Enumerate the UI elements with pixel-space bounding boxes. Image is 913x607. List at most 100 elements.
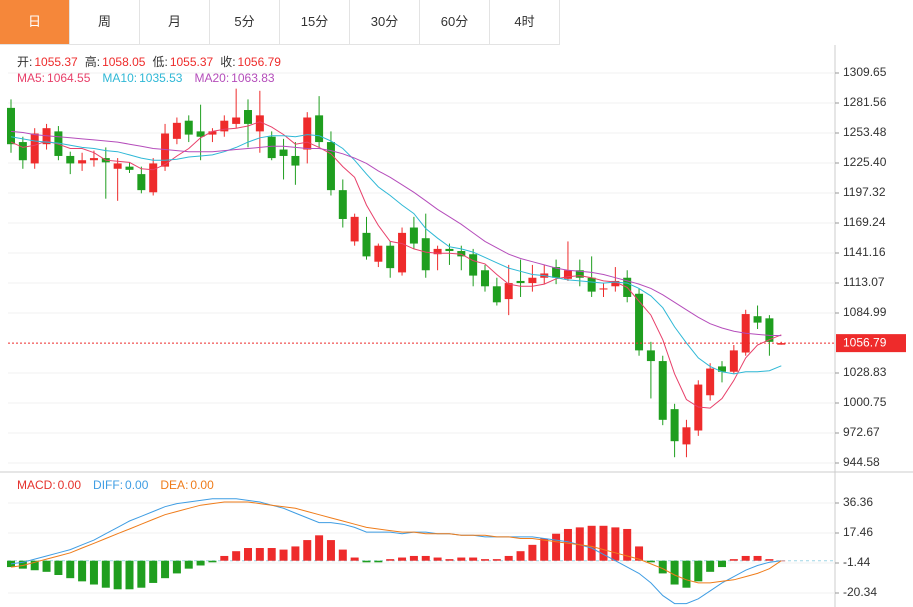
macd-bar: [587, 525, 596, 561]
candle-body: [220, 120, 229, 132]
period-tab[interactable]: 周: [70, 0, 140, 44]
macd-readout: MACD: 0.00 DIFF: 0.00 DEA: 0.00: [17, 478, 226, 492]
macd-bar: [718, 560, 726, 568]
y-tick-label: 1309.65: [843, 65, 887, 79]
macd-bar: [161, 560, 170, 579]
macd-bar: [729, 559, 738, 561]
macd-bar: [66, 560, 75, 579]
macd-bar: [492, 559, 501, 561]
y-tick-label: 1000.75: [843, 395, 887, 409]
macd-bar: [267, 548, 276, 561]
readout-value: 0.00: [125, 478, 149, 492]
macd-bar: [765, 559, 774, 561]
candle-body: [30, 133, 39, 164]
macd-bar: [753, 555, 762, 561]
macd-bar: [374, 560, 383, 563]
ohlc-value: 1056.79: [237, 55, 281, 69]
macd-bar: [232, 551, 241, 561]
candle-body: [552, 267, 561, 278]
candle-body: [172, 122, 181, 139]
macd-bar: [303, 540, 312, 561]
macd-bar: [433, 557, 442, 561]
ohlc-label: 低:: [152, 55, 168, 69]
macd-bar: [469, 557, 478, 561]
y-tick-label: 1169.24: [843, 215, 886, 229]
ma-line: [10, 130, 782, 337]
macd-bar: [125, 560, 134, 590]
macd-bar: [326, 540, 335, 561]
macd-bar: [101, 560, 110, 588]
candle-body: [777, 343, 786, 345]
candle-body: [232, 117, 241, 124]
candle-body: [267, 136, 276, 159]
macd-bar: [89, 560, 98, 585]
ma-line: [10, 121, 782, 409]
candle-body: [255, 115, 264, 132]
period-tabs: 日周月 5分 15分 30分 60分 4时: [0, 0, 560, 45]
macd-bar: [540, 538, 549, 561]
y-tick-label: 1141.16: [843, 245, 886, 259]
candle-body: [694, 384, 703, 431]
candle-body: [326, 142, 335, 191]
macd-bar: [184, 560, 193, 569]
macd-bar: [172, 560, 181, 574]
y-tick-label: 1281.56: [843, 95, 887, 109]
candle-body: [362, 232, 371, 257]
candle-body: [196, 131, 205, 137]
macd-bar: [220, 555, 229, 561]
macd-bar: [386, 559, 395, 561]
macd-bar: [149, 560, 158, 583]
candle-body: [682, 427, 691, 445]
macd-bar: [291, 546, 300, 561]
candle-body: [718, 366, 726, 372]
macd-bar: [421, 555, 430, 561]
macd-bar: [646, 560, 655, 563]
candle-body: [78, 160, 87, 164]
y-tick-label: 944.58: [843, 455, 880, 469]
macd-bar: [670, 560, 679, 585]
readout-name: MACD:: [17, 478, 56, 492]
candle-body: [338, 190, 347, 219]
y-tick-label: 1084.99: [843, 305, 887, 319]
macd-bar: [445, 559, 454, 561]
candle-body: [18, 142, 27, 161]
ohlc-value: 1055.37: [169, 55, 214, 69]
macd-bar: [599, 525, 608, 561]
candle-body: [658, 361, 667, 420]
period-tab[interactable]: 4时: [490, 0, 560, 44]
macd-bar: [481, 559, 489, 561]
legend-name: MA20:: [194, 71, 230, 85]
legend-value: 1063.83: [231, 71, 275, 85]
macd-line: [10, 501, 782, 584]
y-tick-label: -1.44: [843, 555, 871, 569]
price-tag-label: 1056.79: [843, 335, 887, 349]
period-tab[interactable]: 15分: [280, 0, 350, 44]
period-tab[interactable]: 30分: [350, 0, 420, 44]
macd-bar: [78, 560, 87, 582]
period-tab[interactable]: 60分: [420, 0, 490, 44]
candle-body: [374, 245, 383, 262]
macd-bar: [457, 557, 466, 561]
candle-body: [492, 286, 501, 303]
candle-body: [587, 277, 596, 292]
y-tick-label: 36.36: [843, 495, 873, 509]
period-tab[interactable]: 5分: [210, 0, 280, 44]
candle-body: [753, 316, 762, 323]
macd-bar: [244, 548, 252, 561]
candle-body: [504, 283, 513, 300]
candle-body: [670, 409, 679, 442]
candle-body: [481, 270, 489, 287]
candle-body: [113, 163, 122, 169]
readout-name: DEA:: [160, 478, 189, 492]
macd-bar: [30, 560, 39, 571]
candle-body: [575, 270, 584, 278]
candle-body: [469, 254, 478, 276]
period-tab[interactable]: 月: [140, 0, 210, 44]
macd-line: [10, 498, 782, 605]
candle-body: [89, 158, 98, 161]
candle-body: [7, 107, 15, 145]
period-tab[interactable]: 日: [0, 0, 70, 44]
candle-body: [291, 155, 300, 166]
candle-body: [66, 155, 75, 164]
